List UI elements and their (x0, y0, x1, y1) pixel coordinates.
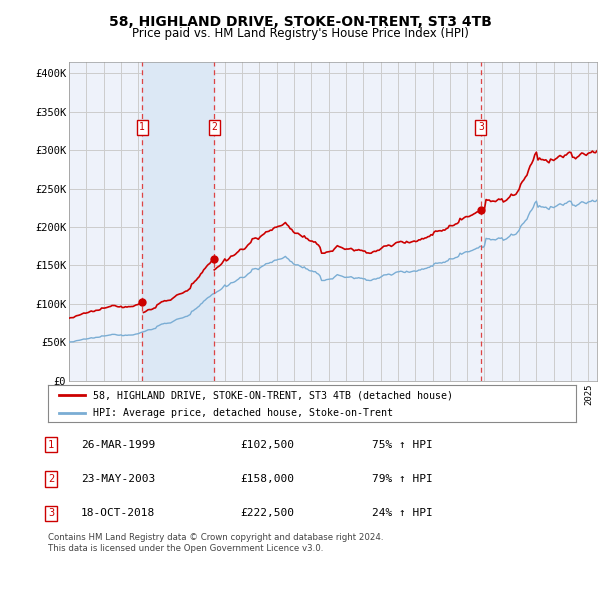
Text: Contains HM Land Registry data © Crown copyright and database right 2024.
This d: Contains HM Land Registry data © Crown c… (48, 533, 383, 553)
Text: £158,000: £158,000 (240, 474, 294, 484)
Text: £222,500: £222,500 (240, 509, 294, 518)
Bar (142, 62, 214, 381)
Text: 18-OCT-2018: 18-OCT-2018 (81, 509, 155, 518)
Text: 2: 2 (211, 122, 217, 132)
Text: 26-MAR-1999: 26-MAR-1999 (81, 440, 155, 450)
Text: 79% ↑ HPI: 79% ↑ HPI (372, 474, 433, 484)
Text: 3: 3 (478, 122, 484, 132)
Text: Price paid vs. HM Land Registry's House Price Index (HPI): Price paid vs. HM Land Registry's House … (131, 27, 469, 40)
Text: 1: 1 (139, 122, 145, 132)
Text: £102,500: £102,500 (240, 440, 294, 450)
Text: HPI: Average price, detached house, Stoke-on-Trent: HPI: Average price, detached house, Stok… (93, 408, 393, 418)
Text: 3: 3 (48, 509, 54, 518)
Text: 1: 1 (48, 440, 54, 450)
Text: 75% ↑ HPI: 75% ↑ HPI (372, 440, 433, 450)
Text: 2: 2 (48, 474, 54, 484)
Text: 23-MAY-2003: 23-MAY-2003 (81, 474, 155, 484)
Text: 58, HIGHLAND DRIVE, STOKE-ON-TRENT, ST3 4TB (detached house): 58, HIGHLAND DRIVE, STOKE-ON-TRENT, ST3 … (93, 390, 453, 400)
Text: 58, HIGHLAND DRIVE, STOKE-ON-TRENT, ST3 4TB: 58, HIGHLAND DRIVE, STOKE-ON-TRENT, ST3 … (109, 15, 491, 29)
Text: 24% ↑ HPI: 24% ↑ HPI (372, 509, 433, 518)
